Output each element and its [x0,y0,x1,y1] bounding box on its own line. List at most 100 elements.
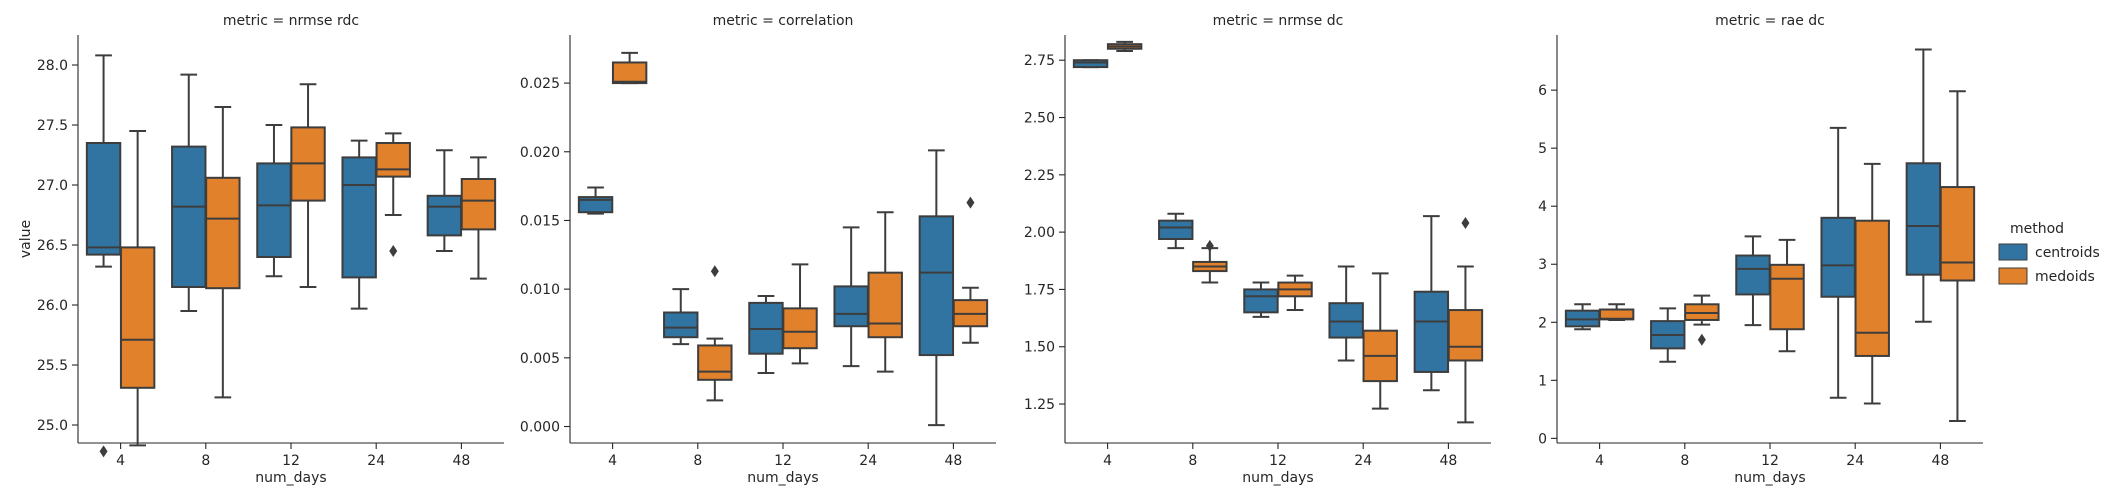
legend: method centroids medoids [1998,221,2100,285]
x-tick-label: 12 [774,453,792,469]
y-tick-label: 0.015 [520,213,560,229]
y-axis-label: value [18,220,34,258]
box [1769,263,1805,331]
x-tick-label: 4 [1103,453,1112,469]
x-tick-label: 4 [116,453,125,469]
y-tick-label: 5 [1538,141,1547,157]
panel-title: metric = nrmse rdc [223,13,359,29]
box [867,271,903,339]
box [85,142,122,256]
x-axis-label: num_days [1734,470,1805,486]
y-tick-label: 3 [1538,257,1547,273]
y-tick-label: 25.0 [37,418,68,434]
box [1939,186,1976,282]
outlier-point [1205,239,1214,252]
legend-swatch-medoids [1998,267,2028,285]
y-tick-label: 1 [1538,373,1547,389]
x-tick-label: 4 [1595,453,1604,469]
y-tick-label: 4 [1538,199,1547,215]
box [341,156,377,279]
x-tick-label: 48 [1931,453,1949,469]
box [1854,219,1890,357]
x-tick-label: 48 [452,453,470,469]
box [375,142,411,178]
outlier-point [389,245,398,257]
x-tick-label: 4 [608,453,617,469]
legend-title: method [2010,221,2064,237]
x-tick-label: 8 [201,453,210,469]
outlier-point [1461,216,1470,229]
series-medoids [611,51,989,402]
box [460,178,497,231]
y-tick-label: 26.5 [37,238,68,254]
y-tick-label: 0.025 [520,76,560,92]
box [697,344,733,381]
box [577,196,614,214]
x-tick-label: 24 [367,453,385,469]
panel-title: metric = correlation [713,13,854,29]
x-axis-label: num_days [255,470,326,486]
y-tick-label: 27.5 [37,118,68,134]
y-tick-label: 2.75 [1024,53,1055,69]
y-tick-label: 28.0 [37,58,68,74]
y-tick-label: 1.75 [1024,282,1055,298]
y-tick-label: 27.0 [37,178,68,194]
box [1447,309,1484,362]
x-axis-label: num_days [747,470,818,486]
outlier-point [1697,333,1706,346]
x-tick-label: 12 [282,453,300,469]
box [833,285,869,328]
y-tick-label: 2.00 [1024,225,1055,241]
y-tick-label: 0.010 [520,282,560,298]
outlier-point [710,265,719,278]
panel-title: metric = rae dc [1715,13,1825,29]
box [256,162,292,258]
x-tick-label: 24 [1354,453,1372,469]
x-tick-label: 24 [1846,453,1864,469]
panel-2: metric = correlation 0.000 0.005 0.010 0.015… [520,13,996,486]
y-tick-label: 1.25 [1024,397,1055,413]
box [426,194,463,237]
series-medoids [1598,90,1976,422]
series-medoids [1106,40,1484,424]
box [171,145,207,288]
legend-swatch-centroids [1998,243,2028,261]
y-tick-label: 0.020 [520,145,560,161]
y-tick-label: 0.000 [520,420,560,436]
y-tick-label: 2.50 [1024,111,1055,127]
box [205,176,241,290]
box [1735,254,1771,296]
series-centroids [1564,48,1942,399]
series-centroids [85,54,463,458]
y-tick-label: 26.0 [37,298,68,314]
panel-title: metric = nrmse dc [1213,13,1344,29]
box [119,246,156,389]
box [1158,219,1194,240]
series-medoids [119,83,497,447]
y-tick-label: 25.5 [37,358,68,374]
y-tick-label: 0 [1538,431,1547,447]
series-centroids [1072,59,1450,392]
box [1072,59,1109,69]
outlier-point [99,445,108,458]
box [782,307,818,350]
panel-1: metric = nrmse rdc 25.0 25.5 26.0 26.5 27.0 27… [18,13,504,486]
x-tick-label: 48 [944,453,962,469]
box [611,61,648,85]
x-tick-label: 24 [859,453,877,469]
box [1413,290,1450,373]
box [663,311,699,339]
legend-label-centroids: centroids [2035,245,2100,261]
x-tick-label: 48 [1439,453,1457,469]
panel-3: metric = nrmse dc 1.25 1.50 1.75 2.00 2.25 2.5… [1024,13,1491,486]
y-tick-label: 0.005 [520,351,560,367]
x-tick-label: 12 [1761,453,1779,469]
box [1820,216,1856,298]
box [918,215,955,357]
box [1243,288,1279,314]
y-tick-label: 2.25 [1024,168,1055,184]
outlier-point [966,196,975,209]
x-tick-label: 8 [1680,453,1689,469]
